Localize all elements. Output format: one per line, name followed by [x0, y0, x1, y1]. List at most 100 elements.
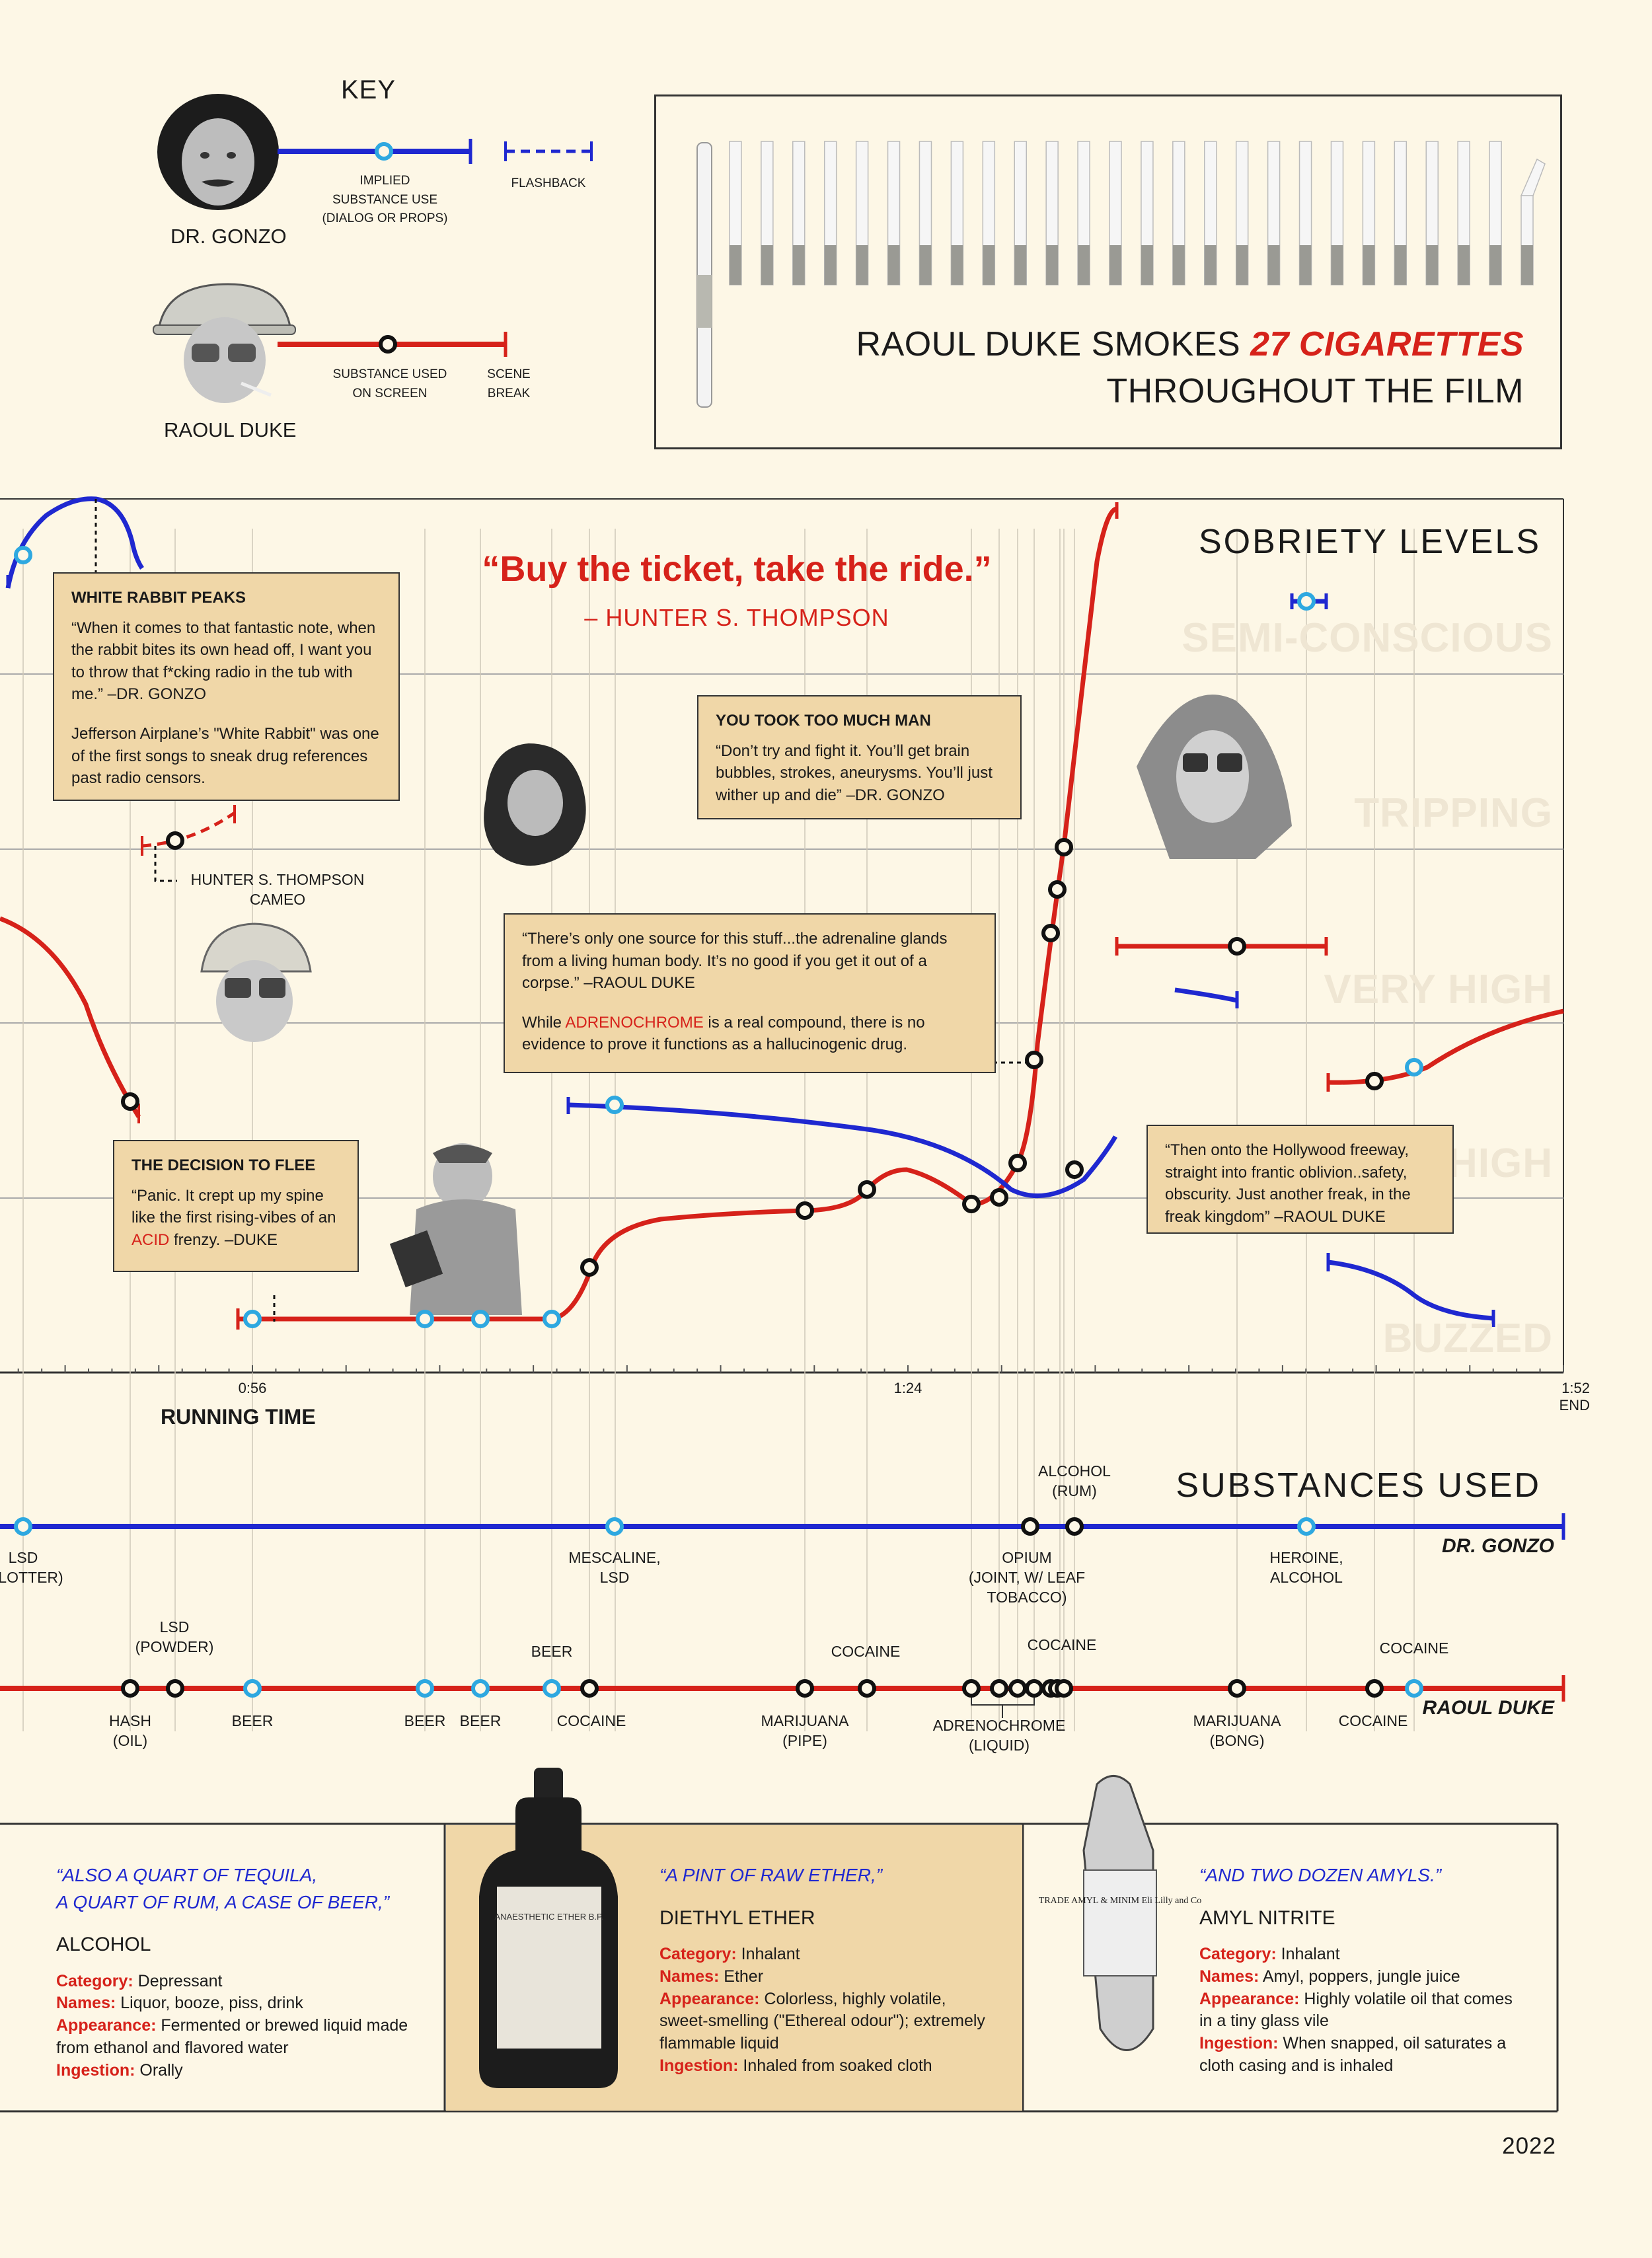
year-label: 2022	[1502, 2133, 1556, 2159]
cigarette	[1457, 141, 1470, 285]
gonzo-mescaline-curve	[568, 1102, 1118, 1199]
level-buzzed: BUZZED	[1382, 1316, 1553, 1361]
ether-panel: “A PINT OF RAW ETHER,” DIETHYL ETHER Cat…	[626, 1824, 1023, 2113]
running-time-label: RUNNING TIME	[161, 1405, 316, 1429]
substance-label: BEER	[459, 1712, 502, 1729]
adrenochrome-box: “There’s only one source for this stuff.…	[504, 913, 996, 1073]
key-break-label: SCENE BREAK	[487, 367, 531, 400]
amyl-ampoule: TRADE AMYL & MINIM Eli Lilly and Co	[1039, 1775, 1201, 2051]
towel-head-photo	[1137, 695, 1292, 859]
gonzo-substance-marker	[1021, 1517, 1039, 1536]
duke-timeline-label: RAOUL DUKE	[1422, 1697, 1554, 1719]
cigarette	[1045, 141, 1059, 285]
trip-marker	[1065, 1160, 1084, 1179]
trip-markers	[14, 546, 1423, 1328]
substance-label: BEER	[231, 1712, 274, 1729]
substance-label: MARIJUANA (BONG)	[1193, 1712, 1281, 1749]
substance-label: COCAINE	[1027, 1636, 1097, 1653]
amyl-ingestion: Ingestion: When snapped, oil saturates a…	[1199, 2034, 1507, 2075]
cigarette	[1109, 141, 1122, 285]
gonzo-end-curve	[1328, 1260, 1494, 1321]
cigarette	[919, 141, 932, 285]
cigarette	[696, 142, 712, 408]
substance-label: COCAINE	[1338, 1712, 1408, 1729]
substance-label: LSD (POWDER)	[135, 1618, 214, 1655]
cigarette-caption-prefix: RAOUL DUKE SMOKES	[856, 324, 1251, 363]
trip-marker	[1041, 924, 1060, 942]
duke-substance-marker	[1228, 1679, 1246, 1698]
cigarette	[855, 141, 869, 285]
gonzo-substance-marker	[1297, 1517, 1316, 1536]
cigarette	[1235, 141, 1249, 285]
trip-marker	[14, 546, 32, 564]
hollywood-quote: “Then onto the Hollywood freeway, straig…	[1165, 1141, 1411, 1226]
duke-substance-marker	[1405, 1679, 1423, 1698]
hollywood-box: “Then onto the Hollywood freeway, straig…	[1146, 1125, 1454, 1234]
duke-substance-marker	[990, 1679, 1008, 1698]
ether-ingestion: Ingestion: Inhaled from soaked cloth	[659, 2056, 932, 2075]
level-semi-conscious: SEMI-CONSCIOUS	[1182, 615, 1553, 661]
alcohol-ingestion: Ingestion: Orally	[56, 2060, 183, 2080]
key-gonzo-name: DR. GONZO	[170, 225, 287, 248]
duke-substance-marker	[166, 1679, 184, 1698]
cigarette	[792, 141, 806, 285]
trip-marker	[796, 1201, 814, 1220]
cigarette	[761, 141, 774, 285]
white-rabbit-box: WHITE RABBIT PEAKS “When it comes to tha…	[53, 572, 400, 801]
film-quote-author: – HUNTER S. THOMPSON	[584, 604, 889, 631]
cigarette-row	[696, 141, 1546, 408]
substance-label: LSD (BLOTTER)	[0, 1549, 63, 1586]
key-flashback-label: FLASHBACK	[511, 176, 586, 190]
duke-left-curve	[0, 916, 141, 1118]
amyl-ampoule-label: TRADE AMYL & MINIM Eli Lilly and Co	[1039, 1896, 1201, 1906]
substance-label: HEROINE, ALCOHOL	[1269, 1549, 1343, 1586]
amyl-category: Category: Inhalant	[1199, 1945, 1340, 1964]
white-rabbit-quote: “When it comes to that fantastic note, w…	[71, 619, 376, 704]
flee-quote: “Panic. It crept up my spine like the fi…	[131, 1186, 336, 1249]
alcohol-panel: “ALSO A QUART OF TEQUILA, A QUART OF RUM…	[23, 1824, 446, 2113]
flee-box: THE DECISION TO FLEE “Panic. It crept up…	[113, 1140, 359, 1272]
duke-substance-marker	[471, 1679, 490, 1698]
flee-title: THE DECISION TO FLEE	[131, 1156, 316, 1174]
cigarette	[1298, 141, 1312, 285]
trip-marker	[1025, 1051, 1043, 1069]
gonzo-substance-marker	[605, 1517, 624, 1536]
key-used-marker	[379, 335, 397, 354]
ether-category: Category: Inhalant	[659, 1945, 800, 1964]
substance-label: ADRENOCHROME (LIQUID)	[932, 1717, 1066, 1754]
sobriety-title: SOBRIETY LEVELS	[1198, 523, 1541, 561]
ether-bottle: ANAESTHETIC ETHER B.P.	[479, 1768, 618, 2088]
amyl-names: Names: Amyl, poppers, jungle juice	[1199, 1967, 1460, 1986]
thompson-cameo-photo	[200, 922, 312, 1042]
level-high: HIGH	[1448, 1141, 1553, 1186]
film-quote: “Buy the ticket, take the ride.”	[482, 549, 992, 589]
substance-label: MARIJUANA (PIPE)	[761, 1712, 849, 1749]
alcohol-names: Names: Liquor, booze, piss, drink	[56, 1994, 303, 2013]
duke-substance-marker	[543, 1679, 561, 1698]
duke-substance-marker	[1365, 1679, 1384, 1698]
ether-bottle-label: ANAESTHETIC ETHER B.P.	[494, 1912, 603, 1922]
white-rabbit-title: WHITE RABBIT PEAKS	[71, 589, 246, 607]
too-much-box: YOU TOOK TOO MUCH MAN “Don’t try and fig…	[697, 695, 1022, 819]
trip-marker	[858, 1180, 876, 1199]
cigarette-count: 27 CIGARETTES	[1250, 324, 1524, 363]
white-rabbit-note: Jefferson Airplane’s "White Rabbit" was …	[71, 724, 379, 788]
trip-marker	[1365, 1072, 1384, 1090]
time-tick-label: 1:24	[893, 1380, 922, 1396]
cigarette-caption: RAOUL DUKE SMOKES 27 CIGARETTES THROUGHO…	[856, 321, 1524, 416]
duke-substance-marker	[962, 1679, 981, 1698]
ether-quote: “A PINT OF RAW ETHER,”	[659, 1865, 883, 1885]
cigarette	[982, 141, 996, 285]
cigarette	[950, 141, 964, 285]
key-title: KEY	[341, 75, 396, 104]
gonzo-substance-marker	[1065, 1517, 1084, 1536]
key-used-label: SUBSTANCE USED ON SCREEN	[332, 367, 447, 400]
cigarette	[1520, 158, 1546, 285]
trip-marker	[1228, 937, 1246, 956]
trip-marker	[471, 1310, 490, 1328]
gonzo-portrait	[157, 94, 279, 210]
cigarette	[887, 141, 901, 285]
cigarette	[1077, 141, 1090, 285]
key-duke-name: RAOUL DUKE	[164, 418, 297, 441]
